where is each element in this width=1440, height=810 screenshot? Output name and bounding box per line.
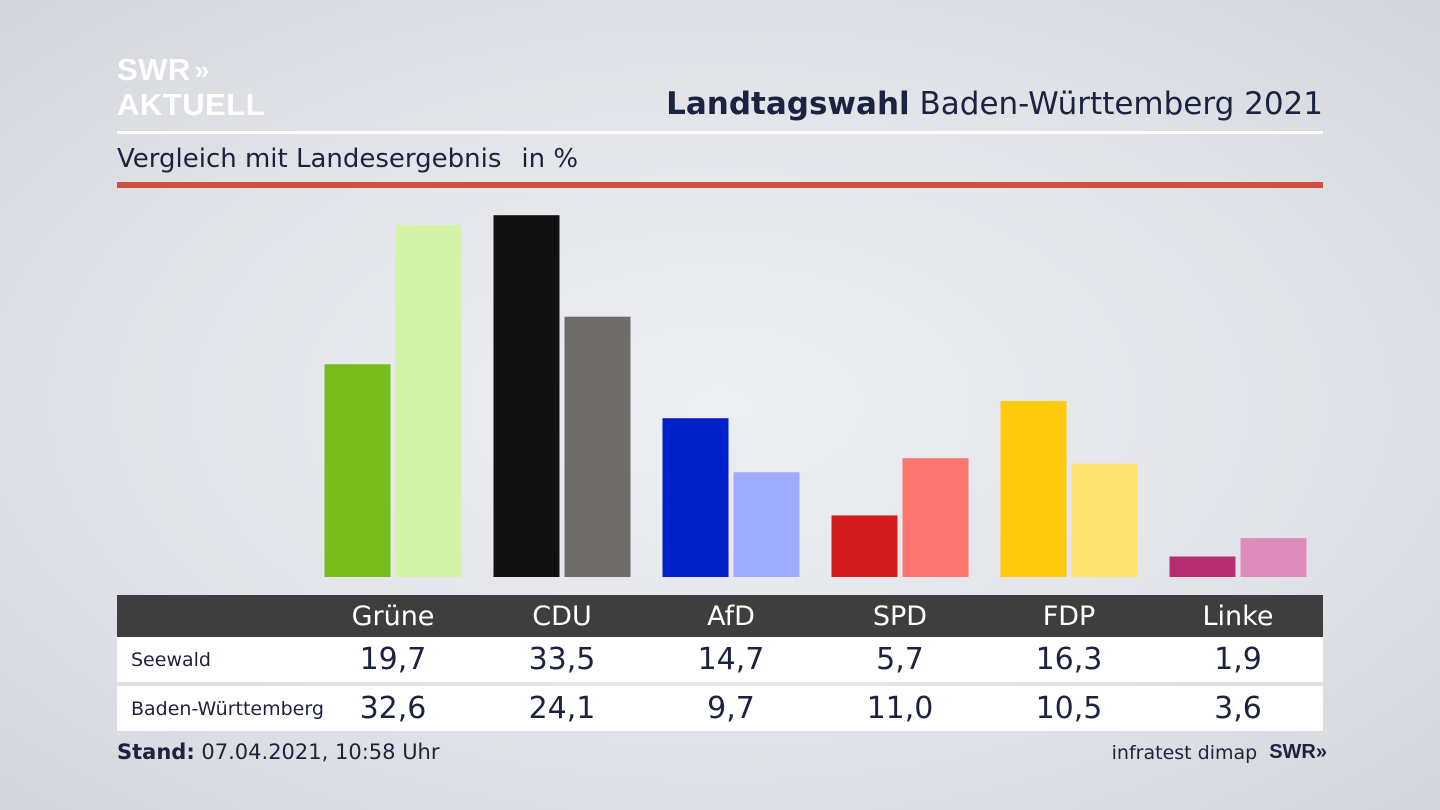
bar-spd-seewald xyxy=(831,515,898,577)
swr-chevron-icon: » xyxy=(1315,741,1327,763)
value-label-fdp-seewald: 16,3 xyxy=(1035,642,1103,677)
series-label-baden-wuerttemberg: Baden-Württemberg xyxy=(131,697,324,720)
table-row-baden-wuerttemberg: Baden-Württemberg 32,6 24,1 9,7 11,0 10,5 3,6 xyxy=(117,686,1323,731)
bar-afd-baden-wuerttemberg xyxy=(733,472,800,577)
series-label-seewald: Seewald xyxy=(131,648,211,671)
value-label-gruene-seewald: 19,7 xyxy=(359,642,427,677)
value-label-linke-baden-wuerttemberg: 3,6 xyxy=(1214,691,1262,726)
timestamp-label: Stand: xyxy=(117,740,195,764)
title-rest: Baden-Württemberg 2021 xyxy=(919,86,1323,122)
value-label-spd-seewald: 5,7 xyxy=(876,642,924,677)
bar-afd-seewald xyxy=(662,418,729,577)
tick-label-fdp: FDP xyxy=(1042,600,1096,632)
subtitle-unit: in % xyxy=(521,144,579,174)
source-credit: infratest dimap SWR» xyxy=(1111,741,1327,764)
tick-label-afd: AfD xyxy=(707,600,755,632)
bar-cdu-baden-wuerttemberg xyxy=(564,316,631,577)
value-label-afd-seewald: 14,7 xyxy=(697,642,765,677)
value-label-afd-baden-wuerttemberg: 9,7 xyxy=(707,691,755,726)
timestamp-value: 07.04.2021, 10:58 Uhr xyxy=(201,740,440,764)
title-bold: Landtagswahl xyxy=(666,86,910,122)
table-row-seewald: Seewald 19,7 33,5 14,7 5,7 16,3 1,9 xyxy=(117,637,1323,682)
logo-line2: AKTUELL xyxy=(117,87,266,122)
bar-linke-baden-wuerttemberg xyxy=(1240,538,1307,577)
value-label-cdu-baden-wuerttemberg: 24,1 xyxy=(528,691,596,726)
page-title: Landtagswahl Baden-Württemberg 2021 xyxy=(666,86,1323,122)
bar-cdu-seewald xyxy=(493,215,560,577)
timestamp: Stand: 07.04.2021, 10:58 Uhr xyxy=(117,740,440,764)
chart-subtitle: Vergleich mit Landesergebnis in % xyxy=(117,144,578,174)
bar-gruene-seewald xyxy=(324,364,391,577)
bar-fdp-baden-wuerttemberg xyxy=(1071,463,1138,577)
value-label-cdu-seewald: 33,5 xyxy=(528,642,596,677)
swr-footer-logo: SWR» xyxy=(1269,741,1327,764)
swr-footer-text: SWR xyxy=(1269,741,1316,763)
results-table: Grüne CDU AfD SPD FDP Linke Seewald 19,7 33,5 14… xyxy=(117,595,1323,731)
tick-label-spd: SPD xyxy=(872,600,928,632)
logo-line1: SWR xyxy=(117,52,191,87)
bar-spd-baden-wuerttemberg xyxy=(902,458,969,577)
subtitle-divider xyxy=(117,182,1323,188)
tick-label-cdu: CDU xyxy=(532,600,592,632)
value-label-fdp-baden-wuerttemberg: 10,5 xyxy=(1035,691,1103,726)
bar-gruene-baden-wuerttemberg xyxy=(395,224,462,578)
value-label-gruene-baden-wuerttemberg: 32,6 xyxy=(359,691,427,726)
value-label-linke-seewald: 1,9 xyxy=(1214,642,1262,677)
value-label-spd-baden-wuerttemberg: 11,0 xyxy=(866,691,934,726)
bar-linke-seewald xyxy=(1169,556,1236,577)
source-text: infratest dimap xyxy=(1111,741,1258,764)
table-header: Grüne CDU AfD SPD FDP Linke xyxy=(117,595,1323,637)
title-divider xyxy=(117,131,1323,134)
tick-label-linke: Linke xyxy=(1202,600,1274,632)
tick-label-gruene: Grüne xyxy=(351,600,435,632)
bar-fdp-seewald xyxy=(1000,400,1067,577)
subtitle-text: Vergleich mit Landesergebnis xyxy=(117,144,502,174)
swr-aktuell-logo: SWR» AKTUELL xyxy=(117,54,265,120)
